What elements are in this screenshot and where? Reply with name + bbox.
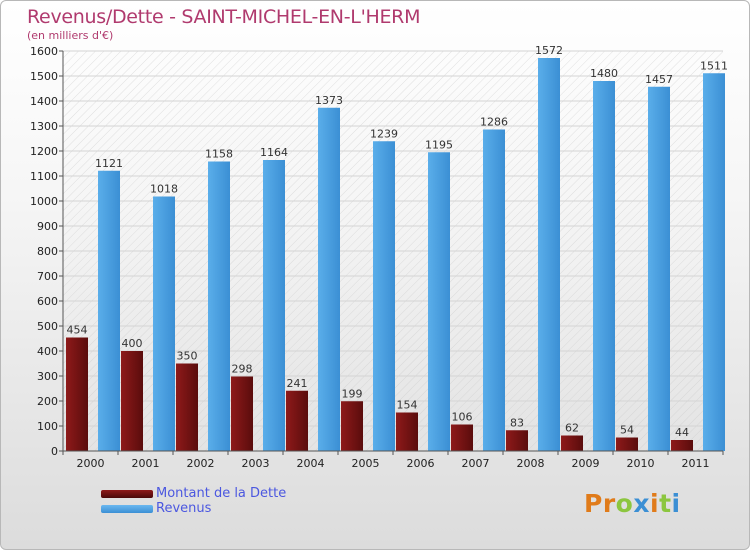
data-label-revenue: 1158 — [205, 148, 233, 161]
data-label-revenue: 1164 — [260, 146, 288, 159]
logo-letter: r — [602, 489, 616, 518]
data-label-debt: 241 — [287, 377, 308, 390]
y-tick-label: 300 — [37, 370, 58, 383]
bar-revenue — [593, 81, 615, 451]
bar-debt — [341, 401, 363, 451]
logo-letter: x — [633, 489, 650, 518]
bar-revenue — [648, 86, 670, 451]
data-label-debt: 44 — [675, 426, 689, 439]
x-tick-label: 2006 — [407, 457, 435, 470]
x-tick-label: 2003 — [242, 457, 270, 470]
legend-label-debt: Montant de la Dette — [156, 486, 287, 501]
legend-swatch-debt — [101, 490, 153, 498]
chart-subtitle: (en milliers d'€) — [27, 29, 114, 42]
y-tick-label: 1100 — [30, 170, 58, 183]
logo-letter: t — [659, 489, 672, 518]
data-label-revenue: 1018 — [150, 183, 178, 196]
bar-debt — [561, 435, 583, 451]
logo-letter: o — [615, 489, 634, 518]
x-tick-label: 2004 — [297, 457, 325, 470]
x-tick-label: 2005 — [352, 457, 380, 470]
y-axis: 0 100 200 300 400 500 600 700 800 900 1000 1100 1200… — [30, 45, 64, 458]
bar-debt — [451, 424, 473, 451]
bar-debt — [671, 440, 693, 451]
bar-debt — [231, 376, 253, 451]
data-label-debt: 454 — [67, 324, 88, 337]
y-tick-label: 1000 — [30, 195, 58, 208]
bar-revenue — [373, 141, 395, 451]
x-tick-label: 2001 — [132, 457, 160, 470]
data-label-debt: 199 — [342, 387, 363, 400]
data-label-revenue: 1572 — [535, 44, 563, 57]
y-tick-label: 500 — [37, 320, 58, 333]
y-tick-label: 400 — [37, 345, 58, 358]
x-tick-label: 2011 — [682, 457, 710, 470]
data-label-revenue: 1511 — [700, 59, 728, 72]
data-label-debt: 400 — [122, 337, 143, 350]
x-axis: 2000 2001 2002 2003 2004 2005 2006 2007 2008 2009… — [62, 450, 724, 470]
x-tick-label: 2010 — [627, 457, 655, 470]
bar-revenue — [428, 152, 450, 451]
data-label-debt: 83 — [510, 416, 524, 429]
bars: 454 1121 400 1018 350 1158 298 1164 241 1373 199 12… — [66, 44, 728, 451]
data-label-debt: 62 — [565, 422, 579, 435]
bar-debt — [176, 363, 198, 451]
y-tick-label: 700 — [37, 270, 58, 283]
y-tick-label: 0 — [51, 445, 58, 458]
bar-revenue — [318, 107, 340, 451]
legend-label-revenue: Revenus — [156, 501, 212, 516]
x-tick-label: 2008 — [517, 457, 545, 470]
data-label-revenue: 1457 — [645, 73, 673, 86]
x-tick-label: 2002 — [187, 457, 215, 470]
data-label-revenue: 1373 — [315, 94, 343, 107]
data-label-debt: 154 — [397, 399, 418, 412]
data-label-revenue: 1121 — [95, 157, 123, 170]
x-tick-label: 2009 — [572, 457, 600, 470]
bar-revenue — [98, 170, 120, 451]
y-tick-label: 100 — [37, 420, 58, 433]
data-label-debt: 54 — [620, 424, 634, 437]
data-label-revenue: 1286 — [480, 116, 508, 129]
data-label-debt: 298 — [232, 363, 253, 376]
logo-letter: P — [584, 489, 603, 518]
y-tick-label: 1400 — [30, 95, 58, 108]
y-tick-label: 1600 — [30, 45, 58, 58]
bar-revenue — [703, 73, 725, 451]
data-label-revenue: 1239 — [370, 127, 398, 140]
bar-debt — [506, 430, 528, 451]
bar-revenue — [208, 161, 230, 451]
y-tick-label: 1200 — [30, 145, 58, 158]
data-label-debt: 106 — [452, 411, 473, 424]
y-tick-label: 900 — [37, 220, 58, 233]
y-tick-label: 1300 — [30, 120, 58, 133]
data-label-revenue: 1195 — [425, 138, 453, 151]
bar-revenue — [263, 160, 285, 451]
y-tick-label: 800 — [37, 245, 58, 258]
bar-debt — [286, 390, 308, 451]
bar-debt — [66, 337, 88, 451]
proxiti-logo: Proxiti — [584, 489, 681, 518]
y-tick-label: 200 — [37, 395, 58, 408]
data-label-revenue: 1480 — [590, 67, 618, 80]
bar-revenue — [153, 196, 175, 451]
bar-revenue — [538, 58, 560, 451]
bar-debt — [121, 351, 143, 451]
bar-revenue — [483, 129, 505, 451]
bar-debt — [396, 412, 418, 451]
logo-letter: i — [650, 489, 660, 518]
legend-swatch-revenue — [101, 505, 153, 513]
y-tick-label: 600 — [37, 295, 58, 308]
data-label-debt: 350 — [177, 350, 198, 363]
y-tick-label: 1500 — [30, 70, 58, 83]
logo-letter: i — [671, 489, 681, 518]
chart-title: Revenus/Dette - SAINT-MICHEL-EN-L'HERM — [27, 6, 421, 28]
x-tick-label: 2000 — [77, 457, 105, 470]
bar-debt — [616, 437, 638, 451]
x-tick-label: 2007 — [462, 457, 490, 470]
